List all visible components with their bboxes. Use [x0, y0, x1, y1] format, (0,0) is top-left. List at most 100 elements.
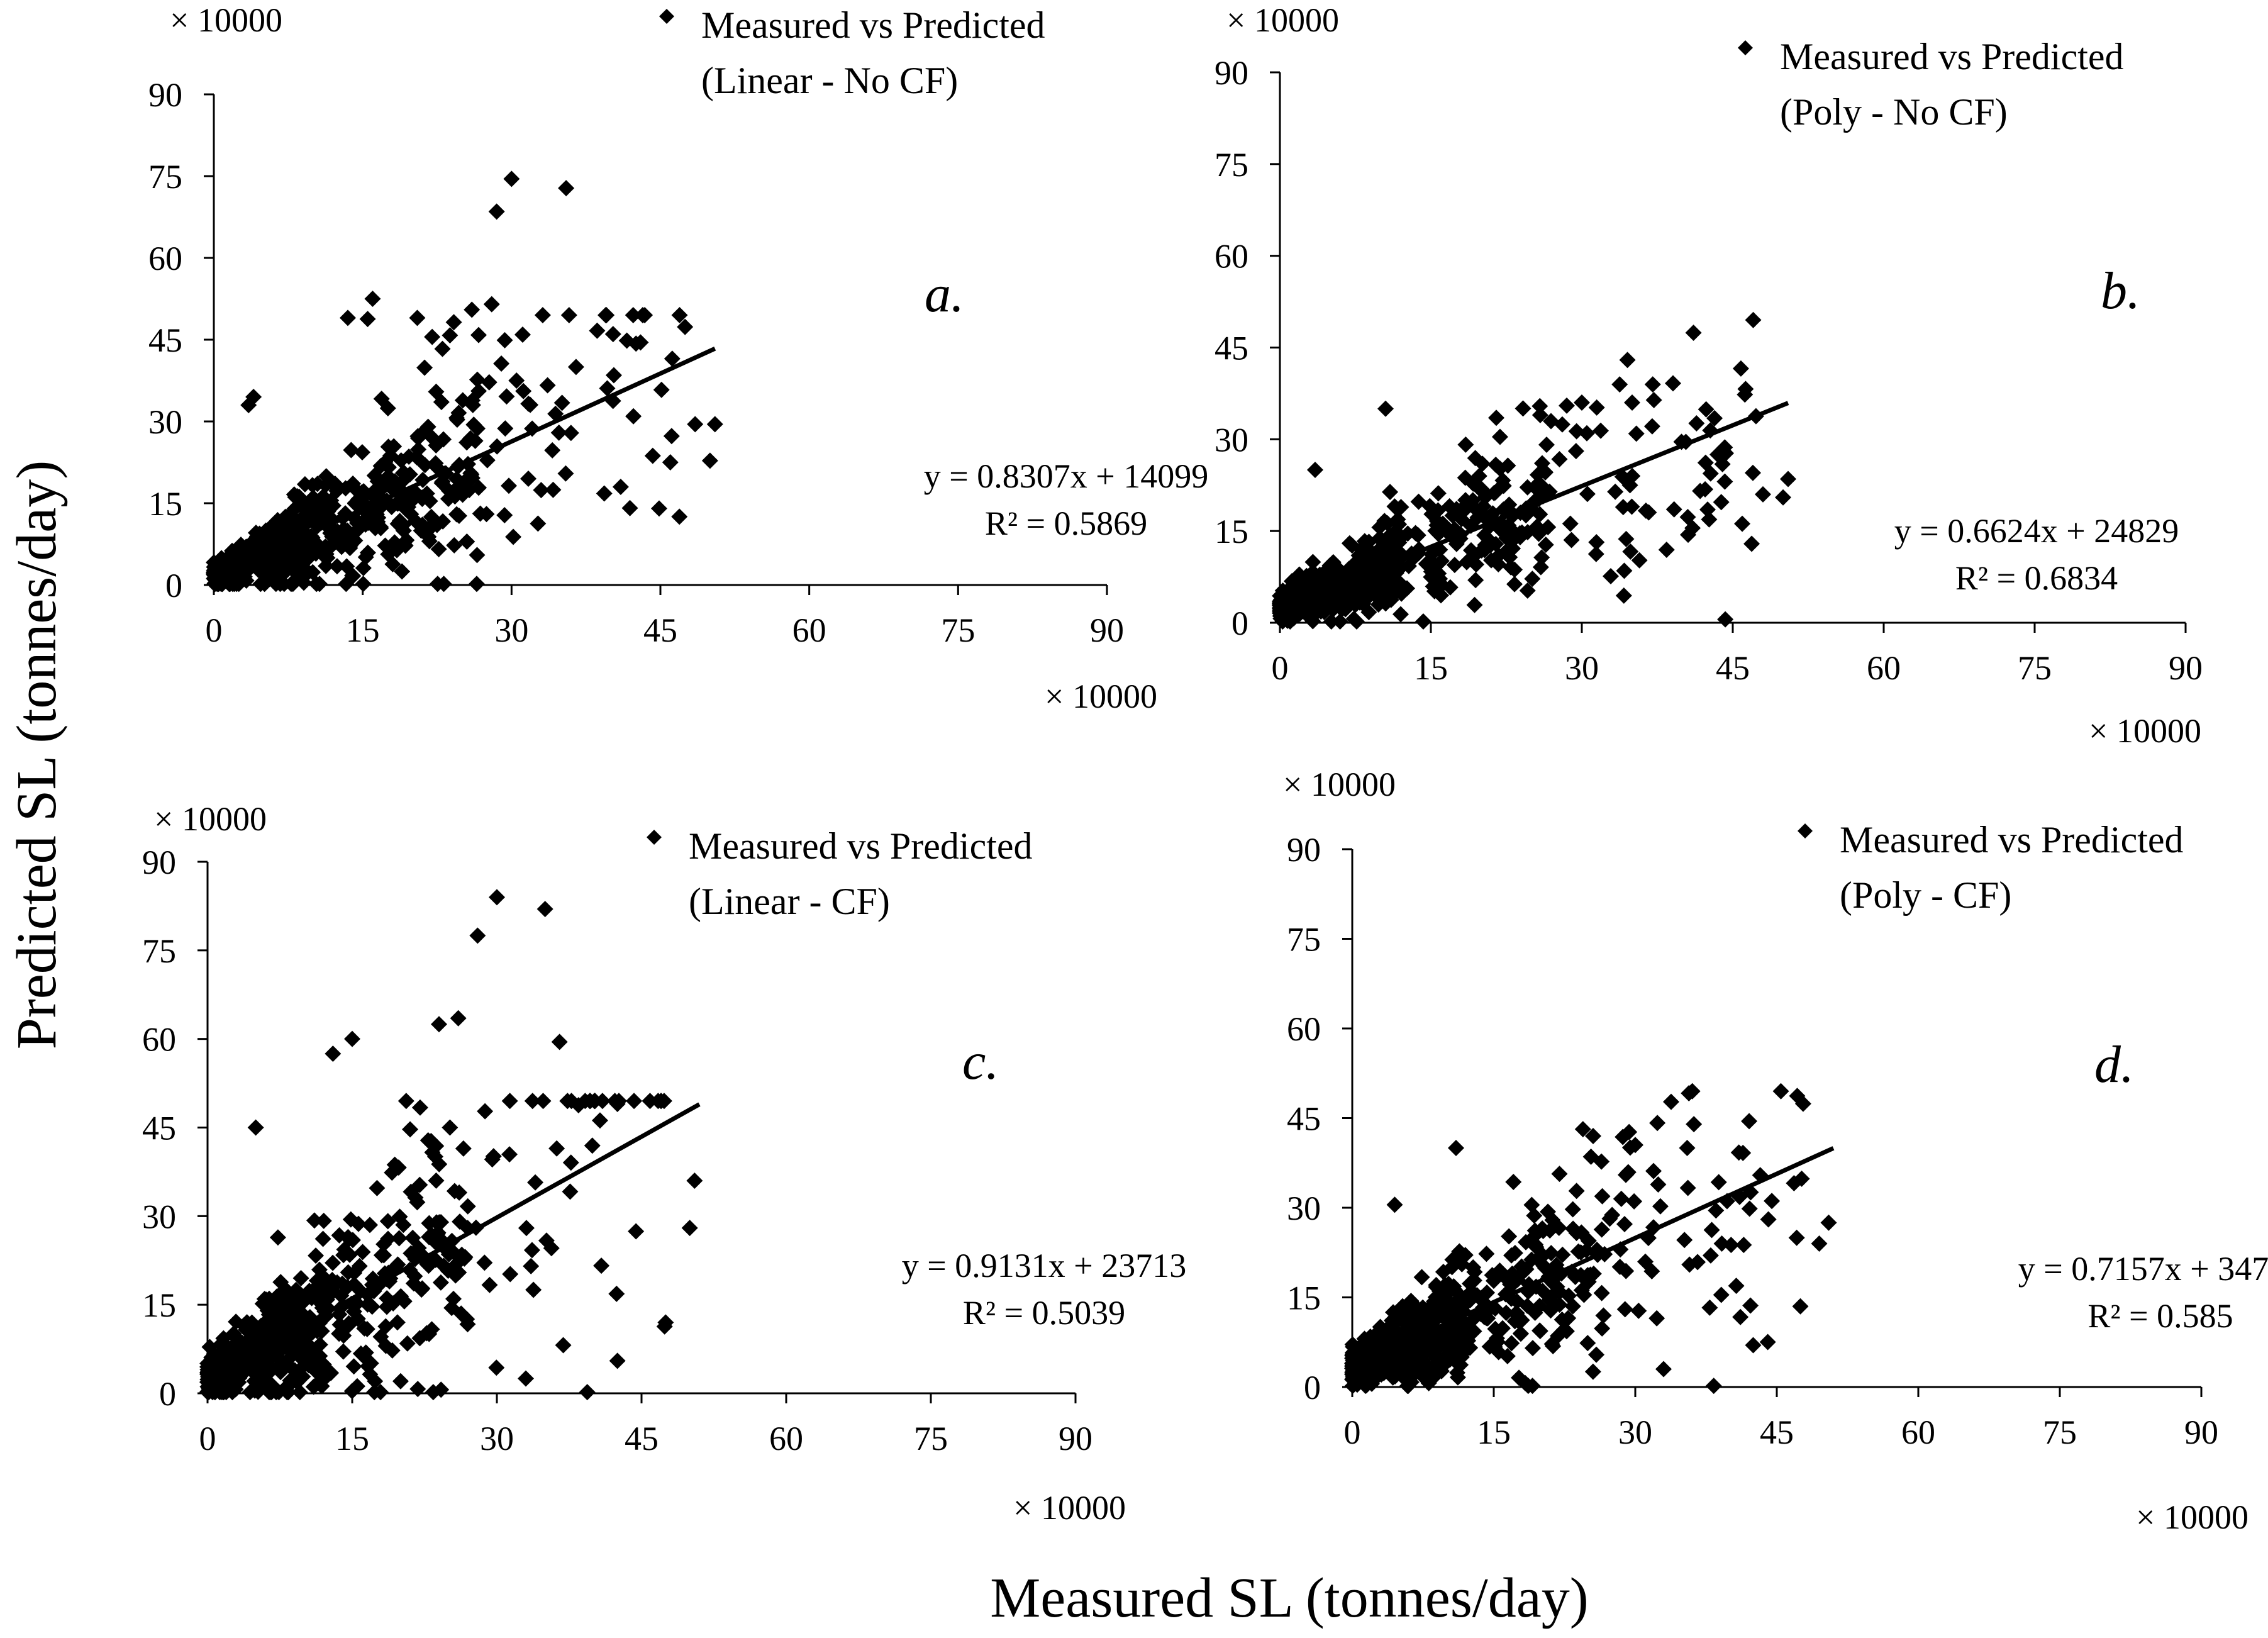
data-point: [558, 180, 575, 197]
data-point: [1413, 1269, 1430, 1286]
data-point: [520, 471, 537, 488]
data-point: [424, 1144, 441, 1161]
data-point: [304, 477, 321, 494]
data-point: [1531, 398, 1548, 415]
data-point: [1637, 502, 1654, 519]
data-point: [339, 522, 356, 539]
data-point: [418, 1325, 435, 1342]
data-point: [1499, 457, 1516, 474]
data-point: [1554, 1246, 1571, 1263]
x-tick-label: 15: [1477, 1413, 1511, 1451]
data-point: [1487, 535, 1504, 552]
data-point: [362, 1217, 379, 1234]
data-point: [280, 1384, 297, 1401]
data-point: [579, 1384, 596, 1401]
data-point: [1697, 481, 1714, 498]
data-point: [1652, 1198, 1669, 1215]
data-point: [621, 499, 638, 516]
data-point: [341, 1246, 358, 1263]
data-point: [1322, 560, 1339, 577]
data-point: [1353, 540, 1370, 557]
y-tick-label: 30: [1215, 421, 1248, 459]
x-tick-label: 60: [792, 611, 826, 649]
trend-line: [1351, 1146, 1835, 1369]
data-point: [1713, 494, 1730, 511]
x-tick-label: 60: [769, 1420, 803, 1457]
data-point: [340, 1264, 357, 1281]
data-point: [366, 467, 383, 484]
y-tick-label: 0: [1231, 604, 1248, 642]
data-point: [609, 1352, 626, 1369]
x-tick-label: 30: [494, 611, 528, 649]
data-point: [1503, 559, 1520, 576]
data-point: [1513, 1258, 1530, 1275]
legend-sublabel: (Poly - No CF): [1780, 91, 2008, 133]
legend-marker: [1738, 40, 1753, 55]
data-point: [1730, 1144, 1747, 1161]
data-point: [459, 1198, 476, 1215]
data-point: [284, 522, 301, 539]
data-point: [335, 1343, 352, 1360]
data-point: [1486, 1339, 1503, 1356]
data-point: [642, 1093, 659, 1110]
data-point: [1743, 535, 1760, 552]
data-point: [1615, 1128, 1632, 1145]
data-point: [372, 479, 389, 496]
data-point: [1820, 1214, 1837, 1231]
data-point: [523, 1242, 540, 1259]
data-point: [1702, 465, 1719, 482]
data-point: [1588, 534, 1605, 551]
data-point: [450, 404, 467, 421]
data-point: [1554, 416, 1570, 433]
data-point: [203, 1382, 220, 1399]
r-squared-label: R² = 0.5039: [963, 1294, 1125, 1332]
data-point: [1448, 1140, 1464, 1156]
data-point: [339, 1278, 356, 1295]
y-tick-label: 15: [148, 485, 182, 523]
data-point: [502, 1266, 519, 1283]
data-point: [1473, 482, 1490, 499]
y-tick-label: 60: [1287, 1010, 1321, 1048]
data-point: [653, 381, 670, 398]
data-point: [548, 1140, 565, 1157]
data-point: [464, 396, 481, 413]
data-point: [1531, 406, 1548, 423]
data-point: [1713, 1286, 1730, 1303]
x-tick-label: 0: [1272, 649, 1289, 687]
data-point: [1457, 436, 1474, 453]
data-point: [427, 455, 444, 472]
data-point: [1717, 611, 1734, 628]
data-point: [1350, 1366, 1367, 1383]
data-point: [1663, 1093, 1680, 1110]
data-point: [503, 170, 520, 187]
data-point: [1723, 1237, 1740, 1254]
x-tick-label: 15: [335, 1420, 369, 1457]
data-point: [599, 380, 616, 397]
data-point: [1385, 1304, 1402, 1321]
data-point: [470, 326, 487, 343]
data-point: [488, 203, 505, 220]
panel-label: c.: [962, 1032, 999, 1091]
data-point: [488, 1359, 505, 1376]
data-point: [240, 397, 257, 413]
data-point: [1428, 1311, 1445, 1328]
data-point: [357, 1344, 374, 1361]
data-point: [469, 420, 486, 437]
data-point: [345, 1358, 362, 1375]
data-point: [1376, 513, 1393, 530]
data-point: [1524, 1340, 1541, 1357]
y-tick-label: 90: [142, 844, 176, 881]
data-point: [325, 1045, 342, 1062]
data-point: [1568, 423, 1585, 440]
data-point: [1494, 472, 1511, 489]
data-point: [1631, 552, 1648, 569]
data-point: [1616, 562, 1633, 579]
data-point: [1503, 1335, 1520, 1352]
data-point: [1593, 1221, 1610, 1238]
data-point: [478, 506, 495, 523]
data-point: [551, 1034, 568, 1050]
data-point: [522, 396, 539, 413]
data-point: [1466, 596, 1483, 613]
data-point: [1594, 1320, 1611, 1337]
data-point: [523, 1257, 540, 1274]
